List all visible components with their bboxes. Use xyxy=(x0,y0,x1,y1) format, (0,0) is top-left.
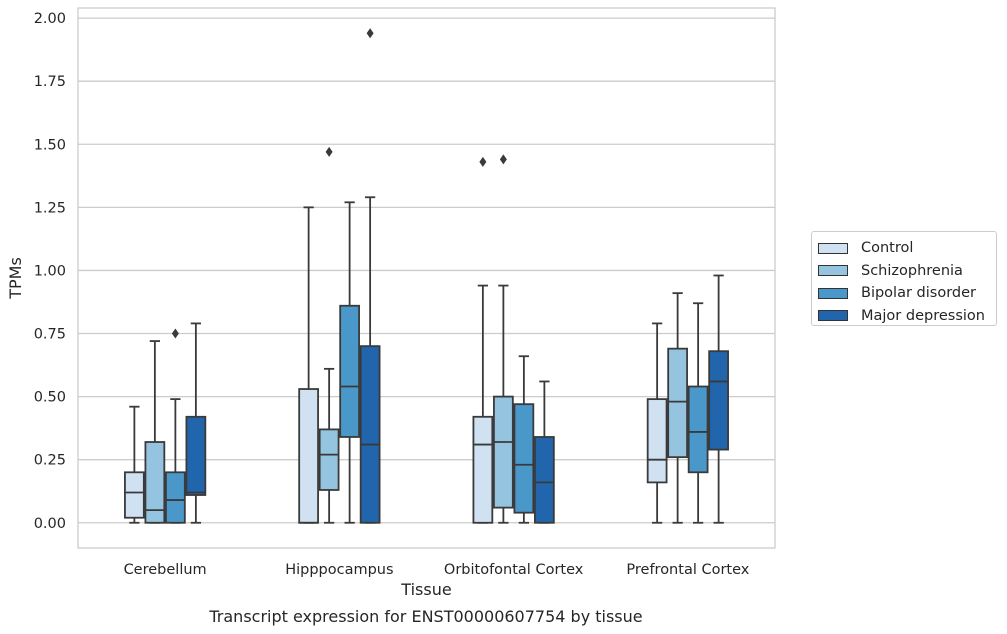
box-iqr xyxy=(687,385,709,474)
box-iqr xyxy=(708,350,729,451)
box-iqr xyxy=(493,395,514,509)
legend-label-bipolar: Bipolar disorder xyxy=(861,285,976,302)
y-tick-label: 0.50 xyxy=(34,390,66,406)
box-iqr xyxy=(165,471,186,524)
box-major-depression-3 xyxy=(708,274,729,524)
box-iqr xyxy=(124,471,145,519)
box-bipolar-disorder-3 xyxy=(687,302,709,524)
box-schizophrenia-0 xyxy=(144,340,166,524)
chart-caption: Transcript expression for ENST0000060775… xyxy=(208,607,642,626)
box-schizophrenia-3 xyxy=(667,292,688,524)
box-layer xyxy=(124,28,729,524)
legend-label-control: Control xyxy=(861,240,914,257)
box-iqr xyxy=(667,347,688,459)
legend-swatch-major-depression xyxy=(818,310,848,322)
box-major-depression-1 xyxy=(359,28,381,524)
box-schizophrenia-1 xyxy=(318,146,340,524)
outlier-point xyxy=(366,28,374,39)
box-bipolar-disorder-1 xyxy=(339,201,360,524)
box-control-2 xyxy=(472,156,494,524)
x-axis-label: Tissue xyxy=(400,580,451,599)
y-tick-label: 1.75 xyxy=(34,74,66,90)
y-tick-label: 0.75 xyxy=(34,327,66,343)
box-major-depression-2 xyxy=(534,380,555,524)
y-tick-label: 1.00 xyxy=(34,263,66,279)
legend-label-schizophrenia: Schizophrenia xyxy=(861,262,963,279)
box-control-1 xyxy=(298,206,319,524)
box-iqr xyxy=(359,345,381,524)
box-major-depression-0 xyxy=(185,322,207,524)
box-iqr xyxy=(513,403,535,514)
legend-item-major-depression: Major depression xyxy=(818,305,996,328)
box-schizophrenia-2 xyxy=(493,154,514,524)
box-iqr xyxy=(144,441,166,524)
x-tick-label: Cerebellum xyxy=(124,562,207,578)
y-tick-label: 1.50 xyxy=(34,137,66,153)
box-bipolar-disorder-0 xyxy=(165,328,186,524)
legend-swatch-control xyxy=(818,242,848,254)
box-bipolar-disorder-2 xyxy=(513,355,535,524)
box-iqr xyxy=(298,388,319,524)
box-control-0 xyxy=(124,405,145,524)
x-tick-label: Prefrontal Cortex xyxy=(626,562,749,578)
box-iqr xyxy=(185,415,207,496)
outlier-point xyxy=(171,328,179,339)
outlier-point xyxy=(479,156,487,167)
legend-swatch-schizophrenia xyxy=(818,265,848,277)
legend-item-schizophrenia: Schizophrenia xyxy=(818,260,996,283)
legend-swatch-bipolar xyxy=(818,287,848,299)
legend-item-bipolar: Bipolar disorder xyxy=(818,282,996,305)
box-iqr xyxy=(534,436,555,524)
legend-label-major-depression: Major depression xyxy=(861,307,985,324)
plot-frame xyxy=(77,7,776,549)
y-axis-label: TPMs xyxy=(6,257,25,300)
box-control-3 xyxy=(646,322,668,524)
outlier-point xyxy=(499,154,507,165)
box-iqr xyxy=(339,304,360,438)
y-tick-label: 2.00 xyxy=(34,11,66,27)
legend: Control Schizophrenia Bipolar disorder M… xyxy=(811,231,997,326)
tick-labels: 0.00 0.25 0.50 0.75 1.00 1.25 1.50 1.75 2.00 Cere… xyxy=(34,11,750,578)
box-iqr xyxy=(472,415,494,524)
x-tick-label: Orbitofontal Cortex xyxy=(444,562,584,578)
legend-item-control: Control xyxy=(818,237,996,260)
x-tick-label: Hipppocampus xyxy=(285,562,393,578)
box-iqr xyxy=(318,428,340,491)
box-iqr xyxy=(646,398,668,484)
y-tick-label: 0.00 xyxy=(34,516,66,532)
outlier-point xyxy=(325,146,333,157)
y-tick-label: 1.25 xyxy=(34,200,66,216)
y-tick-label: 0.25 xyxy=(34,453,66,469)
